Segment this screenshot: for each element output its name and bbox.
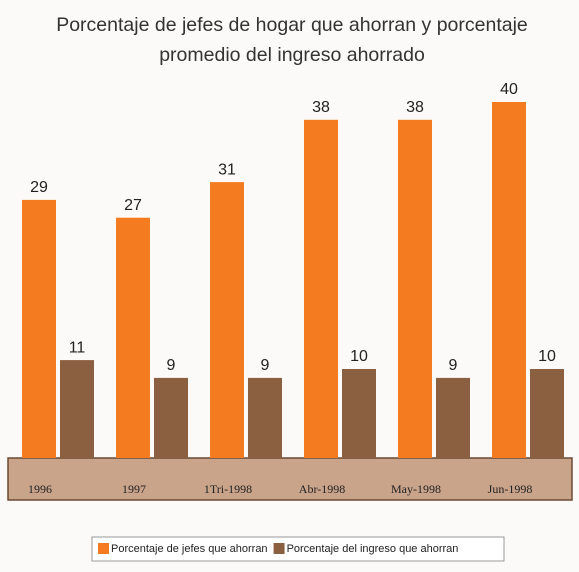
legend-swatch <box>273 543 285 554</box>
bar <box>436 377 470 458</box>
legend-box <box>91 536 505 562</box>
value-label: 40 <box>500 81 518 98</box>
value-label: 29 <box>30 179 48 196</box>
value-label: 27 <box>124 197 142 214</box>
legend-label: Porcentaje del ingreso que ahorran <box>287 543 459 555</box>
baseline-band <box>7 457 573 501</box>
bar <box>304 119 338 459</box>
value-label: 9 <box>261 357 270 374</box>
value-label: 10 <box>350 348 368 365</box>
bar <box>22 199 56 458</box>
bar <box>154 377 188 458</box>
value-label: 9 <box>449 357 458 374</box>
bar <box>210 182 244 458</box>
bar <box>248 377 282 458</box>
value-label: 31 <box>218 161 236 178</box>
bar <box>116 217 150 458</box>
value-label: 38 <box>406 99 424 116</box>
x-tick-label: May-1998 <box>391 482 441 496</box>
legend-swatch <box>98 543 109 554</box>
bar <box>492 102 526 458</box>
bar <box>398 119 432 459</box>
x-tick-label: 1Tri-1998 <box>204 482 252 496</box>
value-label: 11 <box>69 339 86 356</box>
value-label: 38 <box>312 99 330 116</box>
value-label: 10 <box>538 348 556 365</box>
x-tick-label: Abr-1998 <box>299 482 345 496</box>
value-label: 9 <box>167 357 176 374</box>
bar <box>342 369 376 458</box>
x-tick-label: 1996 <box>28 482 52 496</box>
bar <box>530 369 564 458</box>
chart-title: Porcentaje de jefes de hogar que ahorran… <box>56 14 528 66</box>
x-tick-label: 1997 <box>122 482 146 496</box>
x-tick-label: Jun-1998 <box>488 482 533 496</box>
legend-label: Porcentaje de jefes que ahorran <box>111 543 268 555</box>
bar <box>60 360 94 458</box>
